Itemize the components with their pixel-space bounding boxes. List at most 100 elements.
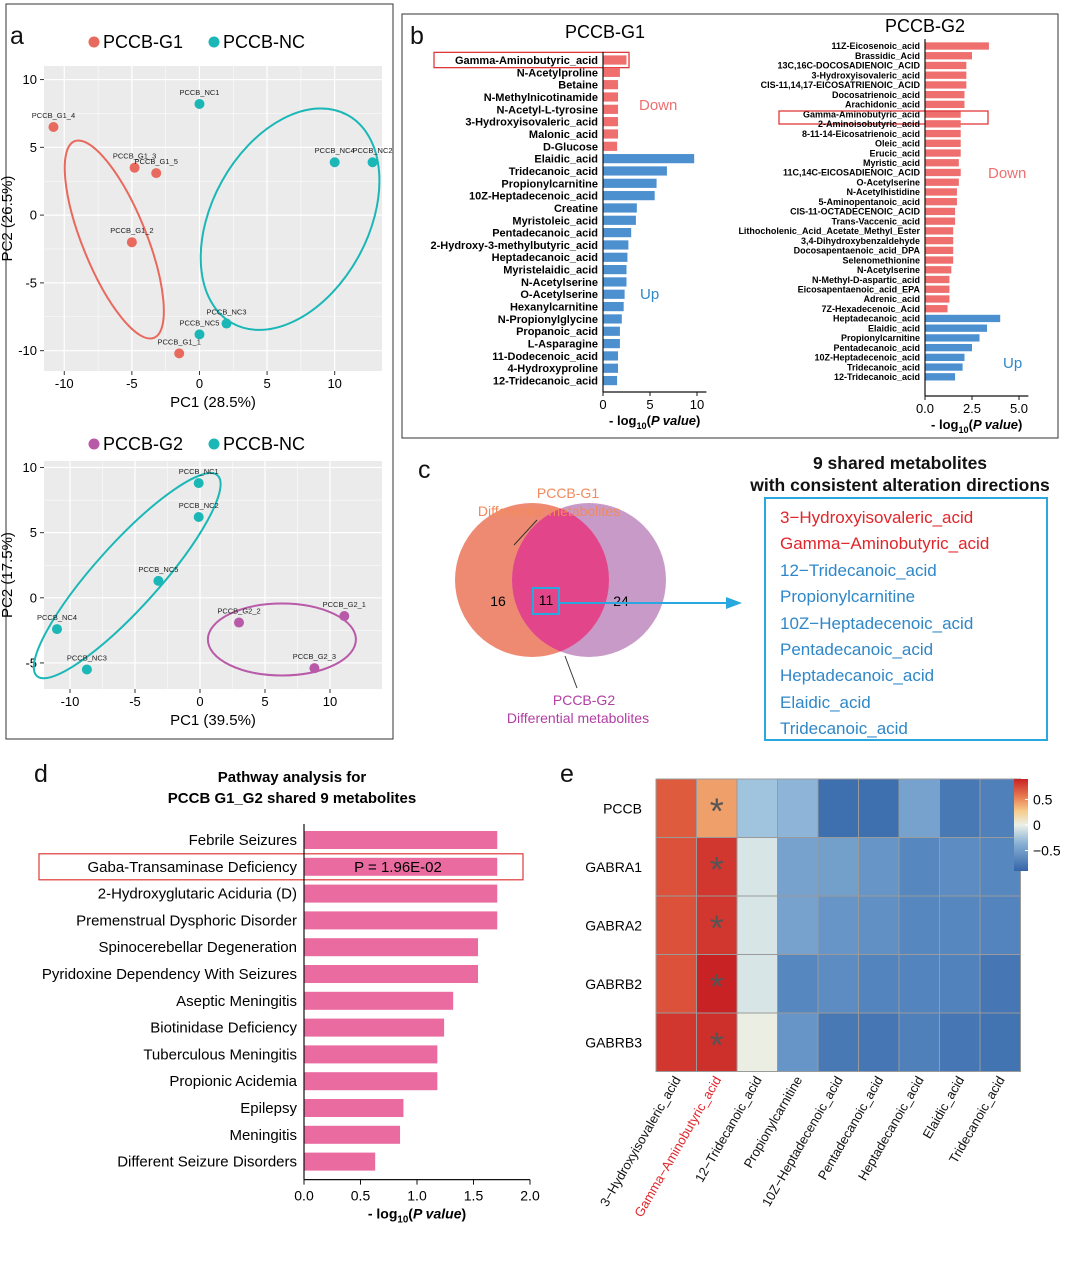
bar-down xyxy=(925,305,948,313)
bar-tick-label: 10 xyxy=(690,397,704,412)
bar-down xyxy=(925,149,961,157)
bar-category-label: Elaidic_acid xyxy=(534,154,598,166)
bar-category-label: 3-Hydroxyisovaleric_acid xyxy=(811,70,920,80)
bar-down xyxy=(925,198,957,206)
bar-category-label: Eicosapentaenoic_acid_EPA xyxy=(798,284,921,294)
bar-down xyxy=(925,295,950,303)
bar-category-label: N-Acetylserine xyxy=(857,265,920,275)
bar-tick-label: 5 xyxy=(646,397,653,412)
bar-chart-title: PCCB-G2 xyxy=(885,16,965,36)
pca-point-label: PCCB_NC1 xyxy=(179,467,219,476)
venn-shared-title-line1: 9 shared metabolites xyxy=(812,453,988,473)
bar-category-label: Tridecanoic_acid xyxy=(847,362,920,372)
bar-category-label: Propionylcarnitine xyxy=(841,333,920,343)
heatmap-cell xyxy=(979,954,1021,1014)
bar-category-label: Heptadecanoic_acid xyxy=(492,252,598,264)
bar-category-label: N-Methylnicotinamide xyxy=(484,92,598,104)
bar-category-label: N-Propionylglycine xyxy=(498,314,598,326)
bar-category-label: Pentadecanoic_acid xyxy=(833,343,920,353)
venn-shared-title-line2: with consistent alteration directions xyxy=(750,475,1050,495)
heatmap-cell xyxy=(979,837,1021,897)
pathway-bar xyxy=(304,831,498,849)
pca-point xyxy=(194,98,205,109)
venn-g1-leader xyxy=(513,519,538,546)
pca-x-axis-label: PC1 (39.5%) xyxy=(170,712,256,729)
bar-down xyxy=(925,285,950,293)
bar-up xyxy=(603,178,657,188)
pathway-title-line1: Pathway analysis for xyxy=(218,769,367,786)
pca-point-label: PCCB_NC5 xyxy=(179,318,219,327)
bar-category-label: Lithocholenic_Acid_Acetate_Methyl_Ester xyxy=(738,226,920,236)
pathway-tick-label: 0.5 xyxy=(351,1188,371,1204)
bar-x-axis-label: - log10(P value) xyxy=(931,417,1022,435)
bar-down xyxy=(925,178,959,186)
pathway-title-line2: PCCB G1_G2 shared 9 metabolites xyxy=(168,790,416,807)
pca-legend-label: PCCB-G2 xyxy=(103,434,183,454)
heatmap-cell xyxy=(898,954,940,1014)
panel-letter-a: a xyxy=(10,22,24,50)
bar-up xyxy=(603,166,667,176)
bar-category-label: N-Acetylhistidine xyxy=(846,187,920,197)
bar-category-label: 4-Hydroxyproline xyxy=(508,363,598,375)
bar-up xyxy=(925,363,963,371)
bar-down xyxy=(925,227,954,235)
bar-category-label: Hexanylcarnitine xyxy=(510,302,598,314)
heatmap-cell xyxy=(736,895,778,955)
heatmap-cell xyxy=(777,1012,819,1072)
shared-metabolite-item: Elaidic_acid xyxy=(780,692,871,712)
bar-category-label: Elaidic_acid xyxy=(868,323,920,333)
bar-x-axis-label: - log10(P value) xyxy=(609,413,700,431)
heatmap-cell xyxy=(736,837,778,897)
heatmap-cell xyxy=(858,895,900,955)
shared-metabolite-item: Propionylcarnitine xyxy=(780,587,916,607)
bar-category-label: Arachidonic_acid xyxy=(845,100,920,110)
bar-category-label: CIS-11-OCTADECENOIC_ACID xyxy=(790,207,920,217)
bar-tick-label: 0.0 xyxy=(916,401,934,416)
pathway-bar xyxy=(304,938,479,957)
bar-category-label: 13C,16C-DOCOSADIENOIC_ACID xyxy=(777,61,920,71)
bar-down xyxy=(925,42,989,50)
pathway-category-label: Aseptic Meningitis xyxy=(176,993,297,1010)
heatmap-colorbar xyxy=(1014,779,1028,871)
pca-point-label: PCCB_NC4 xyxy=(37,613,77,622)
shared-metabolite-item: Tridecanoic_acid xyxy=(780,719,908,739)
bar-down xyxy=(925,110,961,118)
heatmap-significance-marker: * xyxy=(710,907,724,948)
pca-confidence-ellipse-g1 xyxy=(63,139,165,340)
bar-category-label: Docosatrienoic_acid xyxy=(832,90,920,100)
bar-category-label: Myristelaidic_acid xyxy=(503,265,598,277)
heatmap-cell xyxy=(777,778,819,838)
heatmap-cell xyxy=(979,778,1021,838)
venn-intersection xyxy=(512,503,609,657)
bar-up xyxy=(925,324,988,332)
bar-category-label: 10Z-Heptadecenoic_acid xyxy=(814,353,920,363)
bar-down xyxy=(925,188,957,196)
heatmap-cell xyxy=(979,895,1021,955)
bar-category-label: Erucic_acid xyxy=(869,148,920,158)
heatmap-cell xyxy=(655,1012,697,1072)
pathway-bar xyxy=(304,884,498,903)
bar-category-label: Docosapentaenoic_acid_DPA xyxy=(794,246,921,256)
pca-point xyxy=(193,478,204,489)
heatmap-cell xyxy=(655,837,697,897)
pca-point xyxy=(126,237,137,248)
pca-point-label: PCCB_NC3 xyxy=(207,308,247,317)
pca-point xyxy=(329,157,340,168)
heatmap-cell xyxy=(858,837,900,897)
venn-arrow-head xyxy=(726,597,742,609)
pathway-category-label: Biotinidase Deficiency xyxy=(150,1020,297,1037)
colorbar-tick-label: 0.5 xyxy=(1033,791,1053,807)
venn-intersection-selector xyxy=(532,587,560,615)
pca-tick-label-x: 10 xyxy=(327,376,341,391)
bar-tick-label: 5.0 xyxy=(1010,401,1028,416)
bar-category-label: Propionylcarnitine xyxy=(501,178,598,190)
heatmap-cell xyxy=(817,837,859,897)
pathway-category-label: Premenstrual Dysphoric Disorder xyxy=(76,912,297,929)
pca-legend-marker xyxy=(208,36,220,48)
venn-g2-leader xyxy=(564,655,578,689)
bar-up xyxy=(603,302,624,312)
bar-down xyxy=(925,52,972,60)
pca-point xyxy=(52,624,62,635)
heatmap-row-label: GABRA1 xyxy=(585,859,642,875)
pca-point xyxy=(221,318,232,329)
